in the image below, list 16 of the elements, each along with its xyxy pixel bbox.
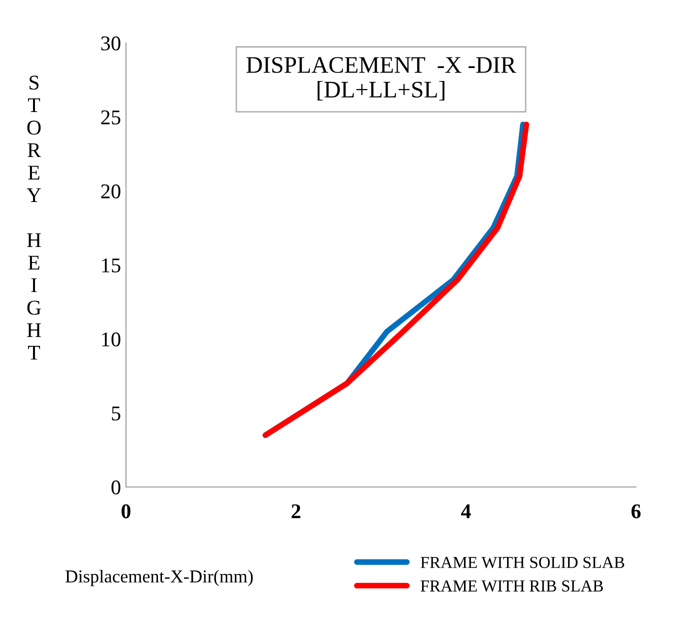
legend-label: FRAME WITH SOLID SLAB (420, 556, 624, 568)
y-tick-label: 15 (102, 258, 120, 272)
text: DISPLACEMENT -X -DIR [DL+LL+SL] (246, 57, 516, 101)
y-tick-label: 10 (102, 332, 120, 346)
legend-label: FRAME WITH RIB SLAB (420, 580, 603, 592)
text: STOREY HEIGHT (26, 76, 41, 360)
y-tick-label: 25 (101, 110, 120, 124)
y-tick-label: 0 (112, 480, 120, 494)
x-axis-title: Displacement-X-Dir(mm) (66, 570, 253, 586)
y-tick-label: 5 (112, 406, 120, 420)
y-tick-label: 30 (101, 36, 120, 50)
x-tick-label: 0 (122, 504, 130, 518)
x-tick-label: 6 (632, 504, 641, 518)
y-tick-label: 20 (101, 184, 120, 198)
x-tick-label: 2 (292, 504, 300, 518)
x-tick-label: 4 (461, 504, 471, 518)
